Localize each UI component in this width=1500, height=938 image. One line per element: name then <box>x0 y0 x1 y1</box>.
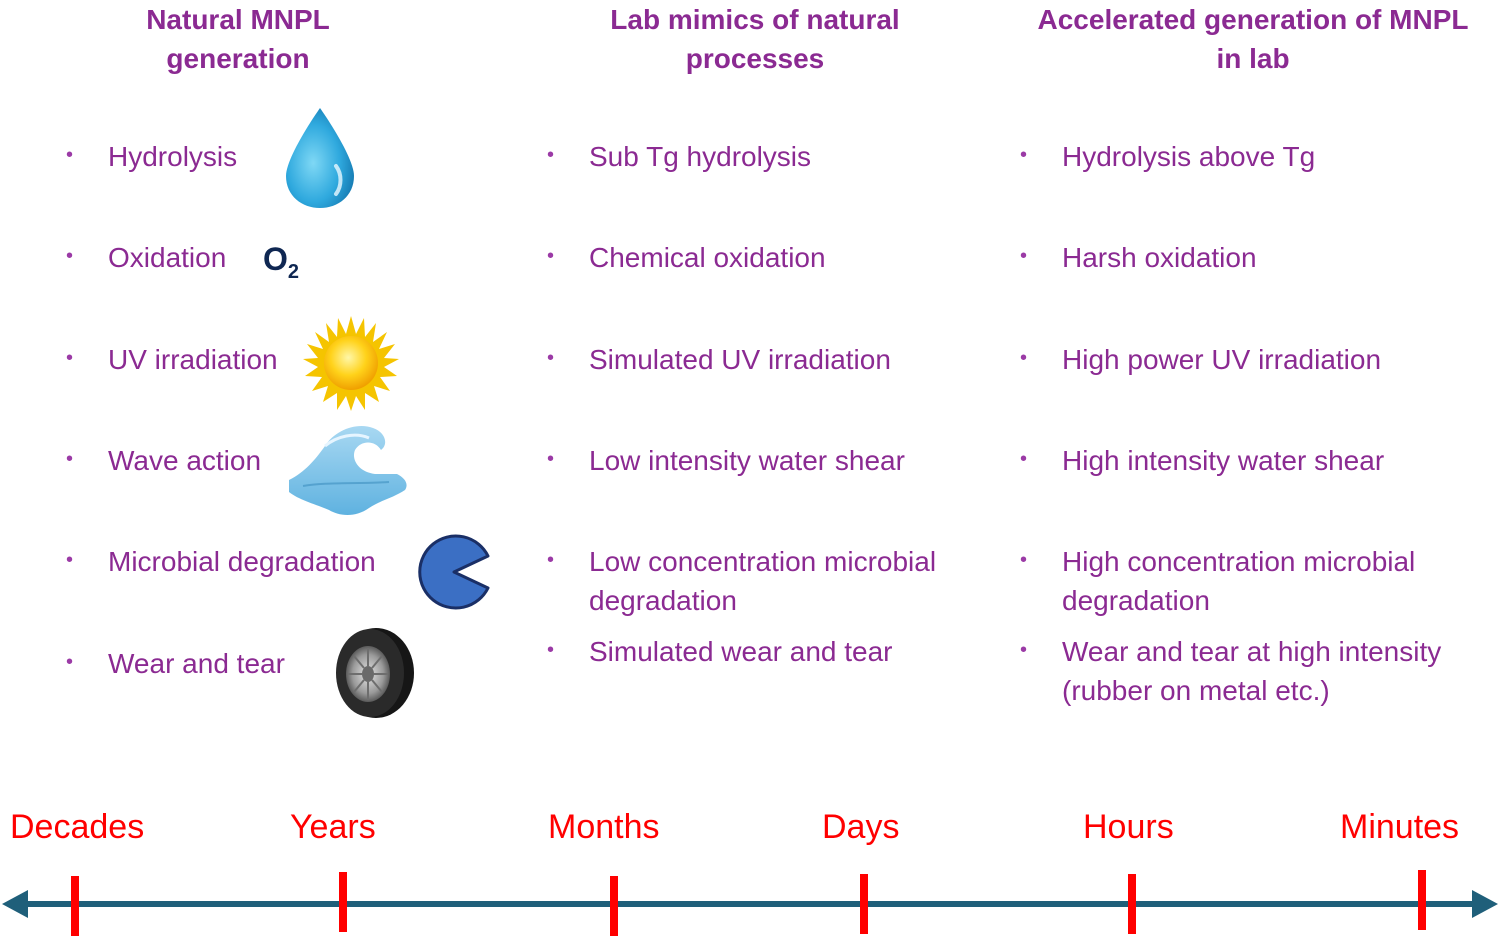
list-item: Wave action <box>108 445 262 476</box>
bullet: • <box>66 549 74 571</box>
column-title-line: Natural MNPL <box>146 4 330 35</box>
list-item: Simulated UV irradiation <box>589 344 891 375</box>
list-item: Harsh oxidation <box>1062 242 1257 273</box>
list-item: High concentration microbial <box>1062 546 1416 577</box>
list-item-continuation: degradation <box>589 585 737 616</box>
column-title-line: in lab <box>1216 43 1290 74</box>
column-title-lab-mimics: Lab mimics of natural processes <box>555 0 955 78</box>
o2-subscript: 2 <box>287 261 300 283</box>
list-item: Microbial degradation <box>108 546 376 577</box>
timeline-arrow-left <box>2 890 28 918</box>
list-item: UV irradiation <box>108 344 278 375</box>
bullet: • <box>66 651 74 673</box>
column-title-natural: Natural MNPL generation <box>88 0 388 78</box>
bullet: • <box>547 549 555 571</box>
timeline-tick <box>339 872 347 932</box>
o2-symbol: O <box>263 241 288 277</box>
list-item: Hydrolysis <box>108 141 238 172</box>
bullet: • <box>547 245 555 267</box>
bullet: • <box>1020 347 1028 369</box>
timeline-tick <box>71 876 79 936</box>
wave-icon <box>289 426 407 515</box>
bullet: • <box>66 347 74 369</box>
column-title-accelerated: Accelerated generation of MNPL in lab <box>1008 0 1498 78</box>
timeline-tick <box>610 876 618 936</box>
timeline-arrow-right <box>1472 890 1498 918</box>
bullet: • <box>1020 549 1028 571</box>
column-title-line: processes <box>685 43 825 74</box>
list-item: Hydrolysis above Tg <box>1062 141 1316 172</box>
list-item: Chemical oxidation <box>589 242 826 273</box>
timeline-label-years: Years <box>290 808 376 846</box>
list-item-continuation: (rubber on metal etc.) <box>1062 675 1330 706</box>
timeline-tick <box>1418 870 1426 930</box>
timeline-label-hours: Hours <box>1083 808 1174 846</box>
list-item: Simulated wear and tear <box>589 636 893 667</box>
list-item: Sub Tg hydrolysis <box>589 141 812 172</box>
bullet: • <box>547 144 555 166</box>
bullet: • <box>1020 448 1028 470</box>
list-item: Low intensity water shear <box>589 445 905 476</box>
timeline-label-days: Days <box>822 808 900 846</box>
timeline-tick <box>860 874 868 934</box>
bullet: • <box>1020 639 1028 661</box>
sun-icon <box>303 316 399 411</box>
timeline-label-decades: Decades <box>10 808 145 846</box>
list-item: Low concentration microbial <box>589 546 937 577</box>
list-item: Wear and tear <box>108 648 285 679</box>
list-item: Wear and tear at high intensity <box>1062 636 1442 667</box>
list-item: Oxidation <box>108 242 227 273</box>
water-drop-icon <box>286 108 354 208</box>
bullet: • <box>66 245 74 267</box>
list-item: High power UV irradiation <box>1062 344 1382 375</box>
bullet: • <box>1020 144 1028 166</box>
list-item-continuation: degradation <box>1062 585 1210 616</box>
column-title-line: Lab mimics of natural <box>610 4 900 35</box>
bullet: • <box>547 347 555 369</box>
bullet: • <box>66 448 74 470</box>
bullet: • <box>1020 245 1028 267</box>
column-title-line: generation <box>166 43 310 74</box>
timeline-label-minutes: Minutes <box>1340 808 1460 846</box>
timeline-tick <box>1128 874 1136 934</box>
bullet: • <box>547 448 555 470</box>
list-item: High intensity water shear <box>1062 445 1385 476</box>
timeline-axis <box>2 870 1498 936</box>
o2-label: O2 <box>263 241 299 284</box>
timeline-label-months: Months <box>548 808 660 846</box>
column-title-line: Accelerated generation of MNPL <box>1037 4 1469 35</box>
pacman-microbe-icon <box>418 534 490 610</box>
tire-icon <box>336 628 414 718</box>
bullet: • <box>547 639 555 661</box>
bullet: • <box>66 144 74 166</box>
